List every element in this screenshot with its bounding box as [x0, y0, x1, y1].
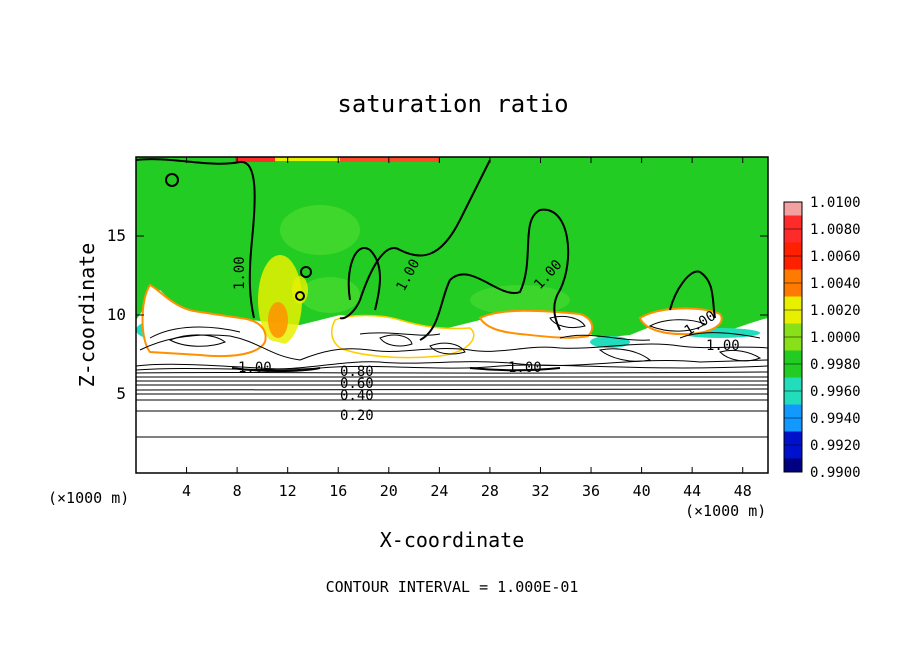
footer-note: CONTOUR INTERVAL = 1.000E-01 — [326, 578, 579, 596]
colorbar-label: 0.9960 — [810, 384, 861, 400]
colorbar-label: 1.0020 — [810, 303, 861, 319]
colorbar-swatch — [784, 458, 802, 473]
colorbar-label: 0.9900 — [810, 465, 861, 481]
cloud-pocket — [270, 340, 320, 364]
colorbar-swatch — [784, 364, 802, 378]
x-tick-label: 48 — [734, 482, 752, 500]
x-tick-label: 28 — [481, 482, 499, 500]
contour-label: 1.00 — [232, 256, 248, 290]
y-tick-label: 10 — [107, 305, 126, 324]
colorbar-swatch — [784, 323, 802, 338]
top-strip — [340, 157, 440, 162]
colorbar-label: 0.9980 — [810, 357, 861, 373]
colorbar-swatch — [784, 215, 802, 230]
colorbar-label: 0.9920 — [810, 438, 861, 454]
x-tick-label: 12 — [279, 482, 297, 500]
y-tick-label: 5 — [116, 384, 126, 403]
y-axis: 5 10 15 — [107, 226, 768, 403]
colorbar-swatch — [784, 404, 802, 419]
cloud-pocket — [478, 309, 594, 339]
colorbar-swatch — [784, 242, 802, 257]
colorbar-swatch — [784, 391, 802, 405]
y-axis-label: Z-coordinate — [75, 243, 99, 388]
colorbar-swatch — [784, 269, 802, 284]
cloud-pocket — [638, 307, 723, 336]
colorbar: 1.0100 1.0080 1.0060 1.0040 1.0020 1.0000 0.99… — [783, 195, 861, 481]
colorbar-swatch — [784, 229, 802, 243]
colorbar-label: 1.0060 — [810, 249, 861, 265]
colorbar-swatch — [784, 256, 802, 270]
colorbar-swatch — [784, 350, 802, 365]
chart-title: saturation ratio — [337, 90, 568, 118]
colorbar-swatch — [784, 283, 802, 297]
colorbar-swatch — [784, 337, 802, 351]
contour-label: 1.00 — [706, 338, 740, 354]
colorbar-label: 1.0040 — [810, 276, 861, 292]
colorbar-swatch — [784, 296, 802, 311]
colorbar-label: 1.0100 — [810, 195, 861, 211]
supersaturated-patch — [268, 302, 288, 338]
contour-label: 0.60 — [340, 376, 374, 392]
x-tick-label: 36 — [582, 482, 600, 500]
colorbar-label: 1.0080 — [810, 222, 861, 238]
y-tick-label: 15 — [107, 226, 126, 245]
x-unit-right: (×1000 m) — [685, 502, 766, 520]
contour-label: 1.00 — [238, 360, 272, 376]
top-strip — [235, 157, 275, 162]
colorbar-swatch — [784, 202, 802, 216]
x-tick-label: 8 — [233, 482, 242, 500]
contour-label: 0.20 — [340, 408, 374, 424]
x-tick-label: 32 — [531, 482, 549, 500]
contour-1.00 — [135, 158, 716, 372]
cloud-patch — [300, 277, 360, 313]
x-unit-left: (×1000 m) — [48, 489, 129, 507]
x-tick-label: 4 — [182, 482, 191, 500]
top-strip — [275, 157, 340, 161]
contour-label: 0.40 — [340, 388, 374, 404]
x-tick-label: 44 — [683, 482, 701, 500]
colorbar-swatch — [784, 418, 802, 432]
contour-label: 1.00 — [508, 360, 542, 376]
contour-label: 0.80 — [340, 364, 374, 380]
x-tick-label: 16 — [329, 482, 347, 500]
colorbar-swatch — [784, 377, 802, 392]
x-tick-label: 40 — [633, 482, 651, 500]
plot-area: 1.00 1.00 1.00 1.00 1.00 1.00 1.00 0.80 … — [135, 156, 769, 474]
x-tick-label: 20 — [380, 482, 398, 500]
cloud-patch — [280, 205, 360, 255]
colorbar-swatch — [784, 445, 802, 459]
x-axis-label: X-coordinate — [380, 528, 525, 552]
colorbar-label: 0.9940 — [810, 411, 861, 427]
x-axis: 4 8 12 16 20 24 28 32 36 40 44 48 — [182, 157, 752, 500]
x-tick-label: 24 — [430, 482, 448, 500]
cloud-patch — [470, 285, 570, 315]
colorbar-label: 1.0000 — [810, 330, 861, 346]
contour-lines — [135, 315, 769, 438]
colorbar-swatch — [784, 310, 802, 324]
colorbar-swatch — [784, 431, 802, 446]
